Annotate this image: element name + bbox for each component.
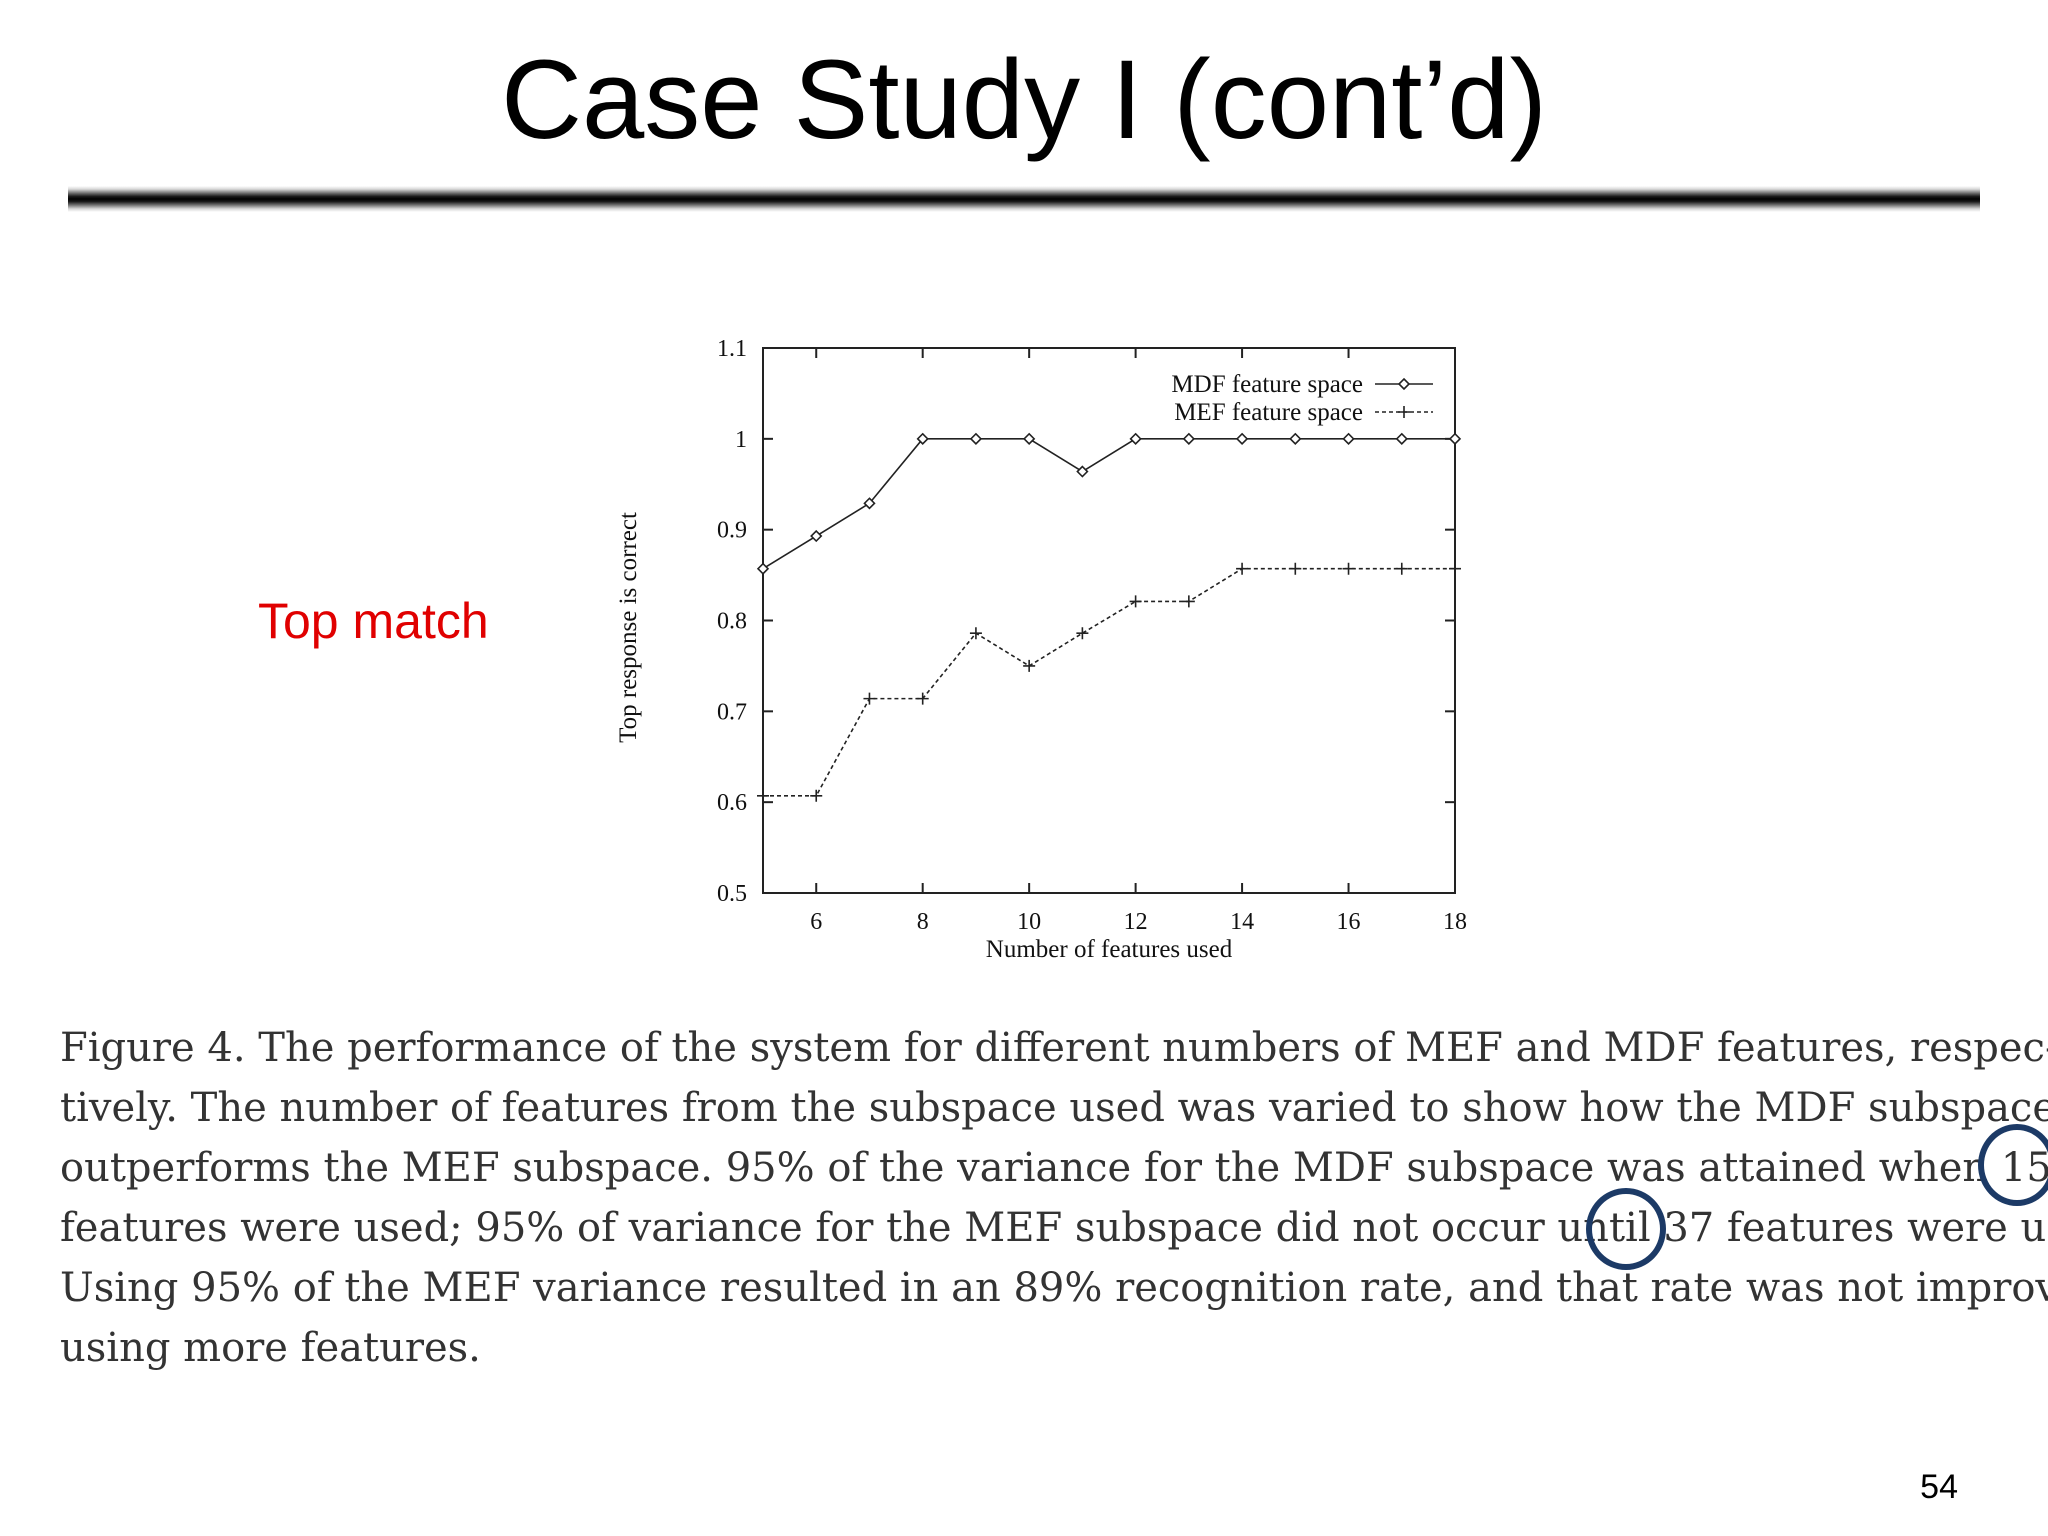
data-point xyxy=(757,789,769,802)
data-point xyxy=(1342,562,1355,575)
y-tick-label: 1.1 xyxy=(717,336,747,362)
data-point xyxy=(1129,595,1142,608)
y-axis-label: Top response is correct xyxy=(615,512,642,743)
y-tick-label: 0.8 xyxy=(717,609,747,635)
data-point xyxy=(969,432,983,445)
data-point xyxy=(916,432,929,445)
data-point xyxy=(810,789,823,802)
data-point xyxy=(1182,595,1195,608)
title-divider xyxy=(68,186,1980,212)
performance-line-chart: 0.5 0.6 0.7 0.8 0.9 1 1.1 6 8 10 12 14 16 18 Number of… xyxy=(615,336,1467,963)
side-label: Top match xyxy=(258,593,489,649)
data-point xyxy=(1289,432,1302,445)
highlight-circle-37 xyxy=(1586,1188,1666,1270)
data-point xyxy=(1129,432,1142,445)
series-mef xyxy=(757,562,1461,802)
slide-title: Case Study I (cont’d) xyxy=(501,37,1547,162)
caption-line: using more features. xyxy=(60,1325,481,1371)
series-mdf xyxy=(756,432,1462,575)
series-line xyxy=(763,567,1455,797)
y-tick-label: 0.9 xyxy=(717,518,747,544)
data-point xyxy=(863,497,876,510)
legend-label: MEF feature space xyxy=(1174,399,1363,426)
caption-line: Figure 4. The performance of the system … xyxy=(60,1025,2048,1071)
data-point xyxy=(1076,465,1089,478)
y-tick-label: 1 xyxy=(735,427,747,453)
data-point xyxy=(1395,432,1408,445)
y-tick-label: 0.5 xyxy=(717,881,747,907)
legend-label: MDF feature space xyxy=(1171,371,1363,398)
data-point xyxy=(863,692,876,705)
data-point xyxy=(1236,562,1249,575)
data-point xyxy=(1023,659,1036,672)
series-line xyxy=(762,438,1455,570)
highlight-circle-15 xyxy=(1978,1124,2048,1206)
y-tick-label: 0.7 xyxy=(717,699,747,725)
data-point xyxy=(1397,377,1411,391)
data-point xyxy=(756,562,770,575)
x-axis-label: Number of features used xyxy=(986,936,1233,963)
data-point xyxy=(916,692,929,705)
x-tick-label: 8 xyxy=(917,909,929,935)
x-tick-label: 14 xyxy=(1230,909,1254,935)
caption-line: tively. The number of features from the … xyxy=(60,1085,2048,1131)
figure-caption: Figure 4. The performance of the system … xyxy=(60,1018,2048,1378)
caption-line: features were used; 95% of variance for … xyxy=(60,1205,2048,1251)
data-point xyxy=(1395,562,1408,575)
data-point xyxy=(1182,432,1195,445)
y-tick-label: 0.6 xyxy=(717,790,747,816)
x-tick-label: 18 xyxy=(1443,909,1467,935)
x-tick-label: 12 xyxy=(1124,909,1148,935)
data-point xyxy=(1342,432,1355,445)
data-point xyxy=(969,627,982,640)
data-point xyxy=(1289,562,1302,575)
caption-line: outperforms the MEF subspace. 95% of the… xyxy=(60,1145,2048,1191)
data-point xyxy=(1448,432,1462,445)
data-point xyxy=(810,529,823,543)
data-point xyxy=(1076,627,1089,640)
x-tick-label: 16 xyxy=(1337,909,1361,935)
x-tick-label: 10 xyxy=(1017,909,1041,935)
data-point xyxy=(1023,432,1036,445)
data-point xyxy=(1449,562,1461,575)
caption-line: Using 95% of the MEF variance resulted i… xyxy=(60,1265,2048,1311)
plot-frame xyxy=(762,347,1456,894)
data-point xyxy=(1235,432,1249,445)
x-tick-label: 6 xyxy=(810,909,822,935)
data-point xyxy=(1398,406,1410,418)
page-number: 54 xyxy=(1920,1468,1958,1506)
